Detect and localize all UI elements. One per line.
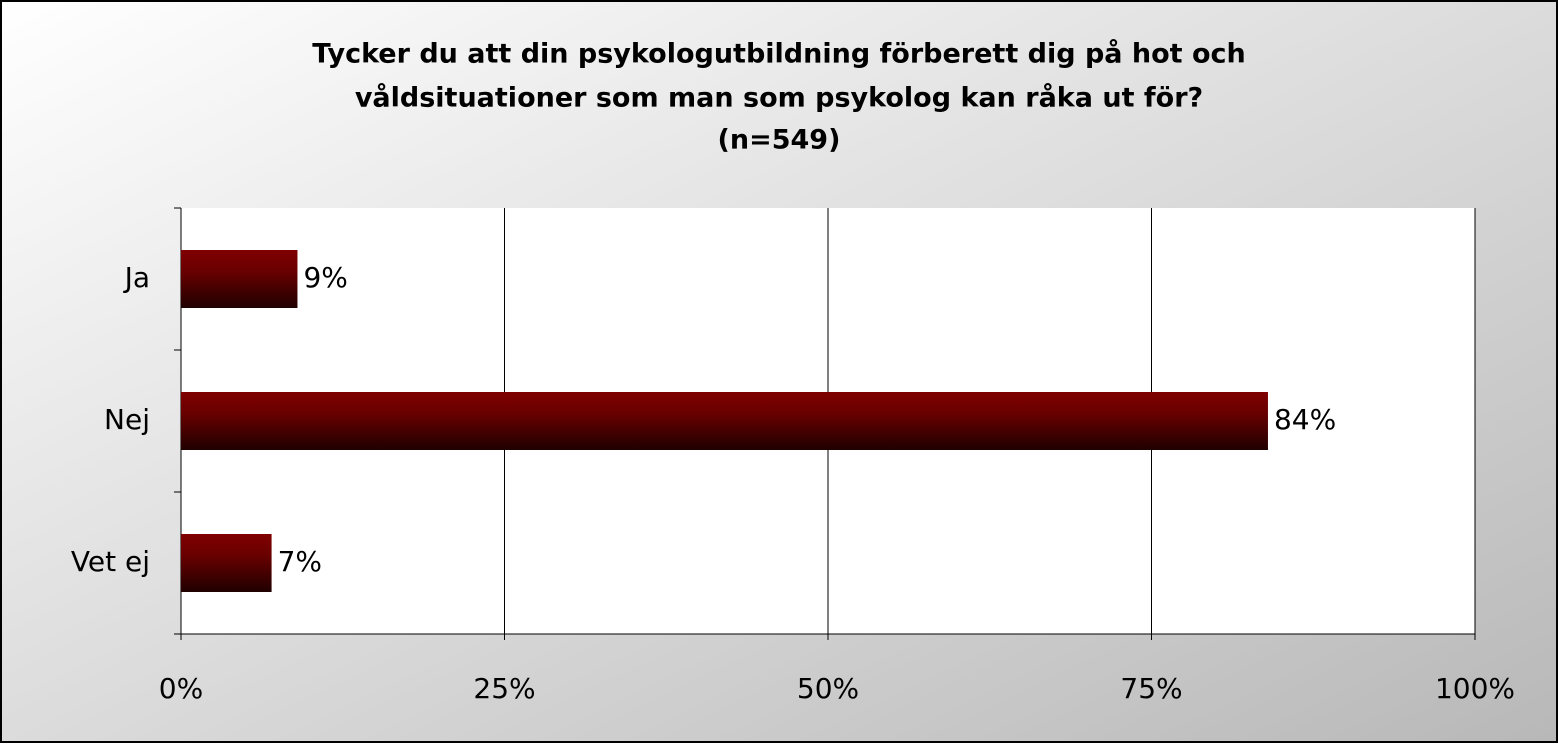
bar	[181, 534, 272, 592]
y-tick-label: Nej	[104, 403, 150, 436]
bar	[181, 392, 1268, 450]
y-tick-label: Ja	[123, 261, 150, 294]
x-tick-label: 75%	[1120, 672, 1182, 705]
x-tick-label: 0%	[159, 672, 203, 705]
chart-title: våldsituationer som man som psykolog kan…	[355, 82, 1203, 114]
value-label: 7%	[278, 545, 322, 578]
x-tick-label: 25%	[473, 672, 535, 705]
x-tick-label: 100%	[1435, 672, 1515, 705]
value-label: 84%	[1274, 403, 1336, 436]
chart-title: Tycker du att din psykologutbildning för…	[312, 38, 1246, 70]
x-tick-label: 50%	[797, 672, 859, 705]
chart-title: (n=549)	[718, 125, 841, 156]
y-tick-label: Vet ej	[71, 545, 150, 578]
bar	[181, 250, 298, 308]
value-label: 9%	[303, 261, 347, 294]
